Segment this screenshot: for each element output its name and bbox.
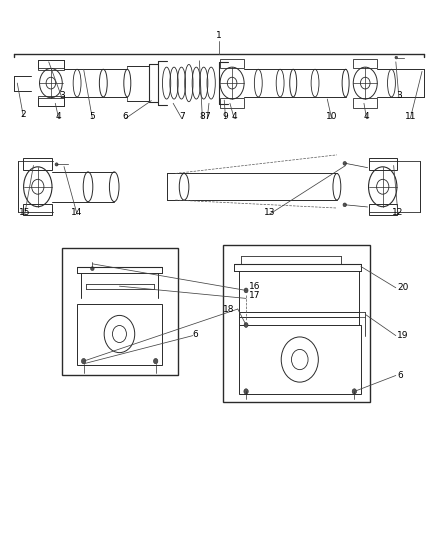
Bar: [353, 98, 377, 108]
Bar: [220, 59, 244, 68]
Text: 3: 3: [59, 91, 65, 100]
Ellipse shape: [244, 288, 248, 293]
Text: 5: 5: [89, 112, 95, 121]
Ellipse shape: [395, 56, 398, 59]
Text: 9: 9: [223, 112, 229, 121]
Text: 6: 6: [193, 330, 198, 339]
Text: 1: 1: [216, 30, 222, 39]
Ellipse shape: [153, 359, 158, 364]
Text: 17: 17: [249, 291, 261, 300]
Bar: [23, 158, 52, 169]
Ellipse shape: [352, 389, 357, 394]
Ellipse shape: [244, 322, 248, 327]
Bar: [220, 98, 244, 108]
Ellipse shape: [343, 161, 346, 165]
Text: 6: 6: [397, 371, 403, 380]
Ellipse shape: [55, 163, 58, 166]
Text: 10: 10: [326, 112, 337, 121]
Text: 4: 4: [56, 112, 62, 121]
Text: 11: 11: [404, 112, 416, 121]
Ellipse shape: [91, 266, 94, 270]
Text: 7: 7: [205, 112, 210, 121]
Bar: [239, 325, 361, 394]
Text: 12: 12: [392, 207, 404, 216]
Text: 4: 4: [231, 112, 237, 121]
Text: 15: 15: [19, 207, 31, 216]
Text: 19: 19: [397, 331, 409, 340]
Text: 13: 13: [264, 207, 275, 216]
Text: 14: 14: [71, 207, 83, 216]
Bar: [23, 204, 52, 215]
Bar: [369, 204, 397, 215]
Text: 7: 7: [179, 112, 185, 121]
Text: 4: 4: [364, 112, 369, 121]
Bar: [369, 158, 397, 169]
Bar: [38, 60, 64, 70]
Text: 6: 6: [122, 112, 128, 121]
Text: 20: 20: [397, 283, 409, 292]
Text: 18: 18: [223, 304, 234, 313]
Ellipse shape: [244, 389, 248, 394]
Text: 16: 16: [249, 282, 261, 291]
Bar: [353, 59, 377, 68]
Ellipse shape: [343, 203, 346, 207]
Bar: [77, 304, 162, 365]
Text: 3: 3: [396, 91, 402, 100]
Ellipse shape: [81, 359, 86, 364]
Text: 2: 2: [21, 110, 26, 119]
Bar: [223, 245, 370, 402]
Bar: [62, 248, 177, 375]
Text: 8: 8: [200, 112, 205, 121]
Bar: [38, 96, 64, 106]
